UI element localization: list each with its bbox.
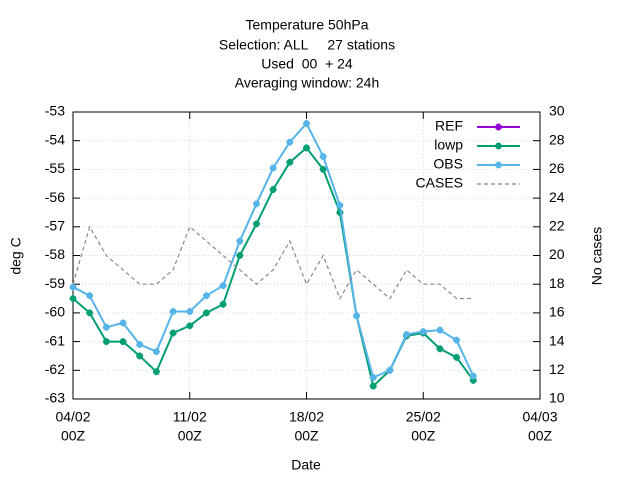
y2-tick-label: 18 <box>549 275 565 291</box>
data-point <box>69 283 77 291</box>
data-point <box>202 292 210 300</box>
title-line: Used 00 + 24 <box>261 56 353 72</box>
x-tick-label: 04/02 <box>55 409 90 425</box>
title-line: Selection: ALL 27 stations <box>219 37 395 53</box>
data-point <box>453 353 461 361</box>
legend-label: REF <box>435 118 463 134</box>
data-point <box>186 307 194 315</box>
data-point <box>202 309 210 317</box>
y2-tick-label: 14 <box>549 332 565 348</box>
title-line: Averaging window: 24h <box>235 75 380 91</box>
y-tick-label: -54 <box>45 131 65 147</box>
y2-tick-label: 10 <box>549 390 565 406</box>
data-point <box>286 138 294 146</box>
x-axis-label: Date <box>291 457 321 473</box>
data-point <box>102 338 110 346</box>
data-point <box>286 158 294 166</box>
data-point <box>152 348 160 356</box>
y2-tick-label: 30 <box>549 103 565 119</box>
title-line: Temperature 50hPa <box>246 17 369 33</box>
legend-marker <box>495 142 502 150</box>
data-point <box>136 340 144 348</box>
plot-border <box>72 111 541 400</box>
data-point <box>436 345 444 353</box>
data-point <box>169 329 177 337</box>
data-point <box>86 309 94 317</box>
x-tick-label: 25/02 <box>406 409 441 425</box>
data-point <box>102 323 110 331</box>
x-tick-label: 11/02 <box>173 409 207 425</box>
data-point <box>252 220 260 228</box>
series-line <box>72 225 474 300</box>
data-point <box>436 326 444 334</box>
data-point <box>269 164 277 172</box>
y-tick-label: -53 <box>45 103 65 119</box>
data-point <box>69 295 77 303</box>
data-point <box>303 119 310 127</box>
x-tick-label: 00Z <box>61 428 86 444</box>
data-point <box>319 165 327 173</box>
legend-label: CASES <box>416 175 463 191</box>
y-tick-label: -58 <box>45 246 65 262</box>
x-tick-label: 04/03 <box>522 409 557 425</box>
y2-tick-label: 20 <box>549 246 565 262</box>
y2-tick-label: 12 <box>549 361 565 377</box>
legend-marker <box>495 123 502 131</box>
y-tick-label: -61 <box>45 332 65 348</box>
data-point <box>236 252 244 259</box>
data-point <box>186 322 194 330</box>
x-tick-label: 00Z <box>178 428 203 444</box>
data-point <box>219 282 227 290</box>
data-point <box>469 372 477 380</box>
data-point <box>419 328 427 336</box>
data-point <box>386 366 394 374</box>
y-tick-label: -63 <box>45 390 65 406</box>
data-point <box>369 382 377 390</box>
y-tick-label: -62 <box>45 361 65 377</box>
data-point <box>336 201 344 209</box>
y2-tick-label: 28 <box>549 131 565 147</box>
data-point <box>119 338 127 346</box>
y-tick-label: -57 <box>45 218 65 234</box>
data-point <box>136 352 144 360</box>
legend-label: lowp <box>434 137 463 153</box>
data-point <box>303 144 310 152</box>
data-point <box>152 368 160 376</box>
legend-marker <box>495 161 502 169</box>
y-axis-label: deg C <box>8 237 24 274</box>
data-point <box>403 330 411 338</box>
data-point <box>269 185 277 193</box>
data-point <box>236 237 244 245</box>
data-point <box>319 152 327 160</box>
data-point <box>453 336 461 344</box>
y2-tick-label: 16 <box>549 304 565 320</box>
y2-axis-label: No cases <box>589 227 605 285</box>
x-tick-label: 00Z <box>411 428 436 444</box>
legend-label: OBS <box>433 156 463 172</box>
data-point <box>252 200 260 208</box>
data-point <box>369 373 377 381</box>
y-tick-label: -59 <box>45 275 65 291</box>
y2-tick-label: 24 <box>549 189 565 205</box>
x-tick-label: 00Z <box>528 428 553 444</box>
data-point <box>219 300 227 308</box>
y2-tick-label: 26 <box>549 160 565 176</box>
y2-tick-label: 22 <box>549 218 565 234</box>
data-point <box>353 312 361 320</box>
data-point <box>86 292 94 300</box>
x-tick-label: 18/02 <box>289 409 324 425</box>
data-point <box>169 307 177 315</box>
y-tick-label: -60 <box>45 304 65 320</box>
x-tick-label: 00Z <box>294 428 319 444</box>
y-tick-label: -56 <box>45 189 65 205</box>
y-tick-label: -55 <box>45 160 65 176</box>
data-point <box>119 319 127 327</box>
